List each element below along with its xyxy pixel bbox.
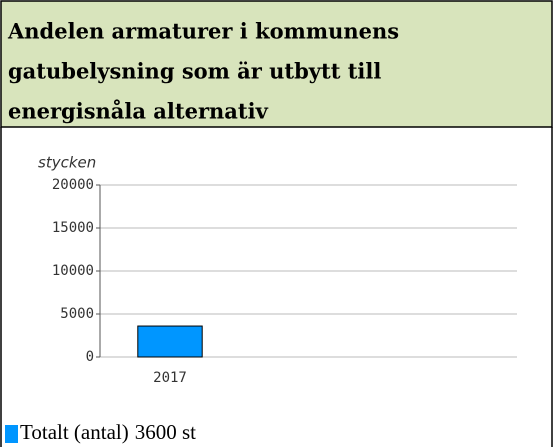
legend-value: 3600 st <box>135 420 196 444</box>
y-tick-label: 0 <box>86 349 94 365</box>
title-line: gatubelysning som är utbytt till <box>8 59 381 84</box>
y-axis-label: stycken <box>38 154 96 172</box>
y-tick-label: 5000 <box>60 306 94 322</box>
legend-swatch <box>5 425 18 443</box>
x-tick-label: 2017 <box>153 370 187 386</box>
legend-name: Totalt (antal) <box>20 420 129 444</box>
legend-entry: Totalt (antal) 3600 st <box>20 420 196 444</box>
bar <box>137 325 203 358</box>
y-tick-label: 10000 <box>52 263 94 279</box>
title-box <box>0 0 553 128</box>
y-tick-label: 15000 <box>52 220 94 236</box>
title-line: energisnåla alternativ <box>8 99 269 124</box>
y-tick-label: 20000 <box>52 177 94 193</box>
title-line: Andelen armaturer i kommunens <box>7 19 399 44</box>
